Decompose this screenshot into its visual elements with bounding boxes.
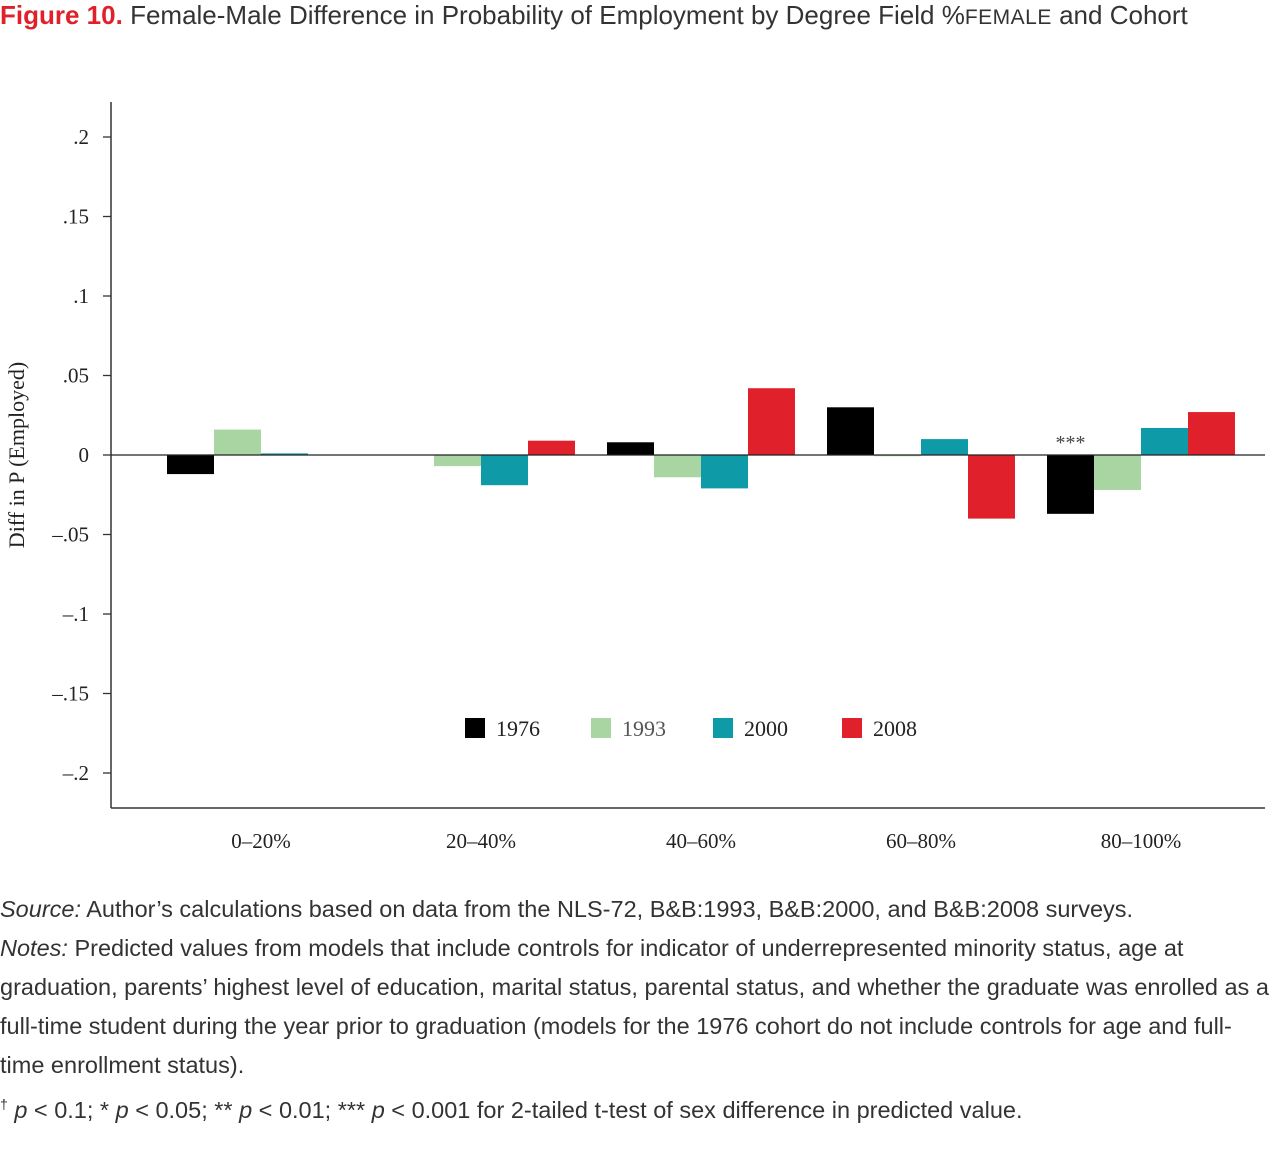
significance-annotation: *** <box>1056 432 1086 454</box>
bars-group <box>167 388 1235 519</box>
y-tick-label: .2 <box>73 125 89 149</box>
bar-2008-1 <box>528 440 575 455</box>
y-tick-label: –.2 <box>62 761 89 785</box>
y-tick-label: –.1 <box>62 602 89 626</box>
x-tick-label: 60–80% <box>886 829 956 853</box>
y-tick-label: .05 <box>63 364 89 388</box>
bar-1993-4 <box>1094 455 1141 490</box>
sig-p-2: p <box>115 1096 129 1123</box>
source-note: Source: Author’s calculations based on d… <box>0 890 1270 929</box>
axes-group <box>103 102 1265 809</box>
legend-swatch-1976 <box>465 718 485 738</box>
source-text: Author’s calculations based on data from… <box>81 896 1134 922</box>
bar-2000-4 <box>1141 427 1188 455</box>
notes-paragraph: Notes: Predicted values from models that… <box>0 929 1270 1085</box>
bar-2008-4 <box>1188 412 1235 455</box>
sig-text-2: < 0.05; ** <box>128 1096 240 1123</box>
y-tick-label: 0 <box>79 443 90 467</box>
legend-swatch-1993 <box>591 718 611 738</box>
dagger-symbol: † <box>0 1096 8 1112</box>
figure-title-tail: and Cohort <box>1051 0 1188 30</box>
notes-text: Predicted values from models that includ… <box>0 935 1269 1078</box>
bar-1976-0 <box>167 455 214 475</box>
labels-group: .2 .15 .1 .05 0 –.05 –.1 –.15 –.2 Diff in P (Empl… <box>4 125 1181 853</box>
legend-label-1976: 1976 <box>496 716 540 741</box>
legend-swatch-2008 <box>842 718 862 738</box>
sig-text-4: < 0.001 for 2-tailed t-test of sex diffe… <box>384 1096 1023 1123</box>
x-tick-label: 40–60% <box>666 829 736 853</box>
y-axis-label: Diff in P (Employed) <box>4 362 29 548</box>
x-tick-label: 20–40% <box>446 829 516 853</box>
x-tick-label: 80–100% <box>1101 829 1182 853</box>
bar-1976-2 <box>607 442 654 455</box>
bar-2008-2 <box>748 388 795 455</box>
y-tick-label: .15 <box>63 205 89 229</box>
figure-title-main: Female-Male Difference in Probability of… <box>130 0 965 30</box>
legend-swatch-2000 <box>713 718 733 738</box>
bar-2000-3 <box>921 439 968 455</box>
bar-2000-0 <box>261 453 308 455</box>
bar-1976-4 <box>1047 455 1094 514</box>
bar-1993-2 <box>654 455 701 478</box>
bar-1993-0 <box>214 429 261 455</box>
notes-label: Notes: <box>0 935 68 961</box>
y-tick-label: –.15 <box>51 682 89 706</box>
bar-1976-3 <box>827 407 874 455</box>
bar-2000-1 <box>481 455 528 486</box>
legend-label-2008: 2008 <box>873 716 917 741</box>
figure-notes: Source: Author’s calculations based on d… <box>0 890 1270 1130</box>
significance-note: † p < 0.1; * p < 0.05; ** p < 0.01; *** … <box>0 1085 1270 1130</box>
y-tick-label: .1 <box>73 284 89 308</box>
figure-title: Figure 10. Female-Male Difference in Pro… <box>0 0 1280 33</box>
bar-1993-1 <box>434 455 481 467</box>
bar-2000-2 <box>701 455 748 489</box>
bar-2008-3 <box>968 455 1015 519</box>
figure-label: Figure 10. <box>0 0 123 30</box>
sig-text-3: < 0.01; *** <box>252 1096 372 1123</box>
source-label: Source: <box>0 896 81 922</box>
bar-chart: .2 .15 .1 .05 0 –.05 –.1 –.15 –.2 Diff in P (Empl… <box>4 102 1265 853</box>
y-tick-label: –.05 <box>51 523 89 547</box>
sig-p-4: p <box>371 1096 385 1123</box>
sig-p-1: p <box>7 1096 28 1123</box>
sig-p-3: p <box>239 1096 253 1123</box>
sig-text-1: < 0.1; * <box>27 1096 116 1123</box>
legend: 1976 1993 2000 2008 <box>465 716 917 741</box>
legend-label-2000: 2000 <box>744 716 788 741</box>
x-tick-label: 0–20% <box>231 829 291 853</box>
figure-title-smallcaps: FEMALE <box>964 6 1052 29</box>
legend-label-1993: 1993 <box>622 716 666 741</box>
